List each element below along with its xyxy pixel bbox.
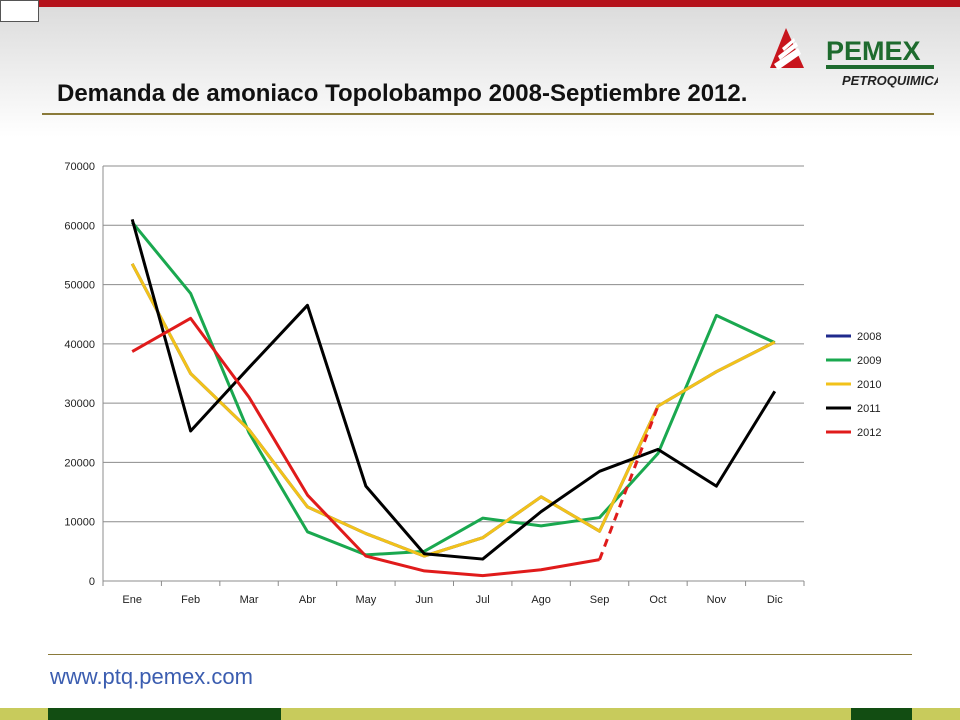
website-url[interactable]: www.ptq.pemex.com	[50, 664, 253, 689]
logo-divider	[826, 65, 934, 69]
y-tick-label: 50000	[64, 280, 95, 292]
y-tick-label: 70000	[64, 161, 95, 173]
y-tick-label: 10000	[64, 517, 95, 529]
footer-segment	[281, 708, 851, 720]
slide-title: Demanda de amoniaco Topolobampo 2008-Sep…	[57, 80, 748, 107]
y-tick-label: 20000	[64, 457, 95, 469]
footer-divider	[48, 654, 912, 655]
x-tick-label: Abr	[299, 594, 316, 606]
x-tick-label: Dic	[767, 594, 783, 606]
y-tick-label: 40000	[64, 339, 95, 351]
footer-color-band	[0, 708, 960, 720]
x-tick-label: Ene	[122, 594, 142, 606]
series-2011-line	[130, 218, 777, 561]
series-2010-line	[130, 263, 776, 558]
title-underline	[42, 113, 934, 115]
x-tick-label: Sep	[590, 594, 610, 606]
pemex-eagle-icon	[770, 28, 804, 70]
x-tick-label: Jun	[415, 594, 433, 606]
slide-corner-box	[0, 0, 39, 22]
x-tick-label: Ago	[531, 594, 551, 606]
legend-label: 2011	[857, 403, 881, 415]
series-2012-projection-line	[598, 405, 660, 561]
x-tick-label: May	[355, 594, 376, 606]
y-tick-label: 0	[89, 576, 95, 588]
logo-brand-text: PEMEX	[826, 36, 921, 66]
y-tick-label: 60000	[64, 220, 95, 232]
x-tick-label: Oct	[649, 594, 666, 606]
footer-segment	[912, 708, 960, 720]
series-2012-line	[131, 316, 600, 578]
x-tick-label: Jul	[476, 594, 490, 606]
logo-division-text: PETROQUIMICA	[842, 73, 938, 88]
x-tick-label: Mar	[240, 594, 259, 606]
legend-label: 2008	[857, 331, 881, 343]
legend-label: 2012	[857, 427, 881, 439]
x-tick-label: Feb	[181, 594, 200, 606]
y-tick-label: 30000	[64, 398, 95, 410]
legend-label: 2010	[857, 379, 881, 391]
legend-label: 2009	[857, 355, 881, 367]
footer-segment	[0, 708, 48, 720]
pemex-petroquimica-logo: PEMEX PETROQUIMICA	[770, 28, 938, 88]
ammonia-demand-line-chart: 0 10000 20000 30000 40000 50000 60000 70000 Ene F…	[64, 161, 881, 606]
x-tick-label: Nov	[707, 594, 727, 606]
top-accent-bar	[0, 0, 960, 7]
footer-segment	[48, 708, 281, 720]
series-2009-line	[131, 221, 776, 557]
footer-segment	[851, 708, 912, 720]
header-background	[0, 7, 960, 137]
